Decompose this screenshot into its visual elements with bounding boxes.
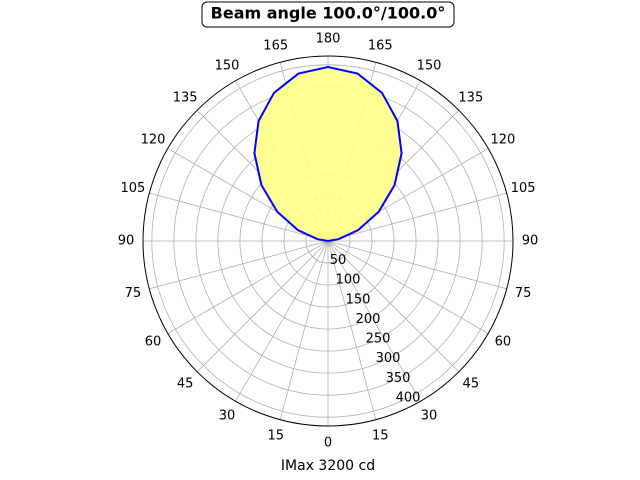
theta-tick-label: 60 bbox=[145, 335, 162, 350]
theta-tick-label: 45 bbox=[463, 376, 480, 391]
grid-spoke bbox=[327, 240, 421, 402]
grid-spoke bbox=[149, 192, 329, 242]
r-tick-label: 50 bbox=[330, 253, 347, 268]
grid-spoke bbox=[327, 240, 460, 373]
lobe-line bbox=[253, 65, 403, 242]
lobe-fill bbox=[254, 67, 402, 241]
grid-spoke bbox=[235, 240, 329, 402]
theta-tick-label: 90 bbox=[118, 234, 135, 249]
theta-tick-label: 120 bbox=[141, 133, 166, 148]
grid-spoke bbox=[279, 240, 329, 420]
x-axis-label: IMax 3200 cd bbox=[281, 458, 375, 474]
theta-tick-label: 0 bbox=[324, 436, 332, 451]
theta-tick-label: 150 bbox=[417, 59, 442, 74]
r-tick-label: 400 bbox=[396, 390, 421, 405]
theta-tick-label: 75 bbox=[515, 286, 532, 301]
r-tick-label: 100 bbox=[336, 273, 361, 288]
title-box bbox=[201, 1, 455, 28]
theta-tick-label: 165 bbox=[263, 38, 288, 53]
theta-tick-label: 150 bbox=[215, 59, 240, 74]
theta-tick-label: 60 bbox=[495, 335, 512, 350]
r-tick-label: 150 bbox=[346, 292, 371, 307]
grid-spoke bbox=[327, 192, 507, 242]
theta-tick-label: 165 bbox=[368, 38, 393, 53]
theta-tick-label: 15 bbox=[372, 429, 389, 444]
theta-tick-label: 90 bbox=[522, 234, 539, 249]
chart-title: Beam angle 100.0°/100.0° bbox=[211, 4, 446, 23]
grid-spoke bbox=[167, 240, 329, 334]
theta-tick-label: 75 bbox=[125, 286, 142, 301]
grid-spoke bbox=[327, 240, 377, 420]
theta-tick-label: 120 bbox=[491, 133, 516, 148]
r-tick-label: 250 bbox=[366, 332, 391, 347]
theta-tick-label: 105 bbox=[120, 181, 145, 196]
r-tick-label: 350 bbox=[386, 371, 411, 386]
theta-tick-label: 105 bbox=[511, 181, 536, 196]
grid-spoke bbox=[149, 240, 329, 290]
grid-spoke bbox=[327, 240, 507, 290]
theta-tick-label: 15 bbox=[267, 429, 284, 444]
theta-tick-label: 30 bbox=[219, 408, 236, 423]
theta-tick-label: 45 bbox=[177, 376, 194, 391]
theta-tick-label: 135 bbox=[173, 91, 198, 106]
theta-tick-label: 30 bbox=[421, 408, 438, 423]
polar-frame bbox=[142, 55, 514, 427]
theta-tick-label: 135 bbox=[458, 91, 483, 106]
grid-spoke bbox=[327, 240, 489, 334]
grid-spoke bbox=[196, 240, 329, 373]
theta-tick-label: 180 bbox=[316, 32, 341, 47]
r-tick-label: 300 bbox=[376, 351, 401, 366]
r-tick-label: 200 bbox=[356, 312, 381, 327]
